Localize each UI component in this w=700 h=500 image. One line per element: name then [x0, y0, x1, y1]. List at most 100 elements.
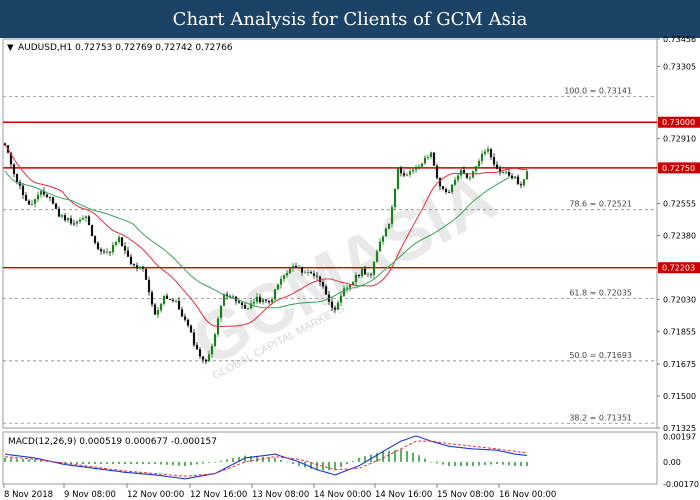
- macd-signal-line: [4, 440, 528, 477]
- candle-body: [171, 299, 175, 302]
- macd-histogram-bar: [190, 461, 192, 466]
- macd-histogram-bar: [310, 461, 312, 469]
- candle-body: [168, 298, 172, 300]
- macd-histogram-bar: [286, 461, 288, 463]
- candle-body: [522, 179, 526, 186]
- macd-histogram-bar: [70, 461, 72, 464]
- macd-panel: [2, 431, 658, 485]
- moving-average-slow: [4, 170, 510, 309]
- price-tick-label: 0.72030: [663, 295, 696, 304]
- macd-histogram-bar: [412, 452, 414, 462]
- candle-body: [60, 215, 64, 217]
- candle-body: [495, 164, 499, 169]
- macd-histogram-bar: [436, 461, 438, 464]
- macd-histogram-bar: [388, 450, 390, 462]
- macd-histogram-bar: [124, 461, 126, 464]
- candle-body: [312, 273, 316, 276]
- candle-body: [12, 164, 16, 175]
- macd-histogram-bar: [280, 459, 282, 462]
- macd-histogram-bar: [226, 459, 228, 462]
- price-tick-label: 0.73305: [663, 63, 696, 72]
- candle-body: [66, 218, 70, 221]
- macd-histogram-bar: [292, 461, 294, 464]
- candle-body: [453, 179, 457, 185]
- candle-body: [45, 194, 49, 197]
- macd-histogram-bar: [334, 461, 336, 471]
- candle-body: [237, 301, 241, 303]
- candle-body: [366, 274, 370, 276]
- key-level-badge-label: 0.72750: [662, 164, 695, 173]
- candle-body: [33, 199, 37, 204]
- candle-body: [390, 207, 394, 224]
- candle-body: [36, 194, 40, 200]
- fib-level-label: 78.6 = 0.72521: [569, 200, 632, 209]
- time-tick-label: 9 Nov 08:00: [64, 490, 116, 500]
- candle-body: [363, 268, 367, 275]
- time-tick-label: 8 Nov 2018: [4, 490, 53, 500]
- candle-body: [114, 242, 118, 245]
- candle-body: [192, 332, 196, 345]
- candle-body: [501, 172, 505, 173]
- candle-body: [447, 192, 451, 193]
- candle-body: [414, 166, 418, 170]
- candle-body: [507, 172, 511, 176]
- candle-body: [186, 319, 190, 326]
- macd-histogram-bar: [94, 461, 96, 464]
- candle-body: [456, 175, 460, 180]
- candle-body: [264, 299, 268, 301]
- candle-body: [342, 288, 346, 296]
- candle-body: [219, 305, 223, 319]
- candle-body: [201, 356, 205, 360]
- candle-body: [99, 249, 103, 252]
- macd-histogram-bar: [478, 461, 480, 466]
- candle-body: [465, 173, 469, 178]
- candle-body: [21, 185, 25, 195]
- macd-histogram-bar: [430, 461, 432, 463]
- macd-histogram-bar: [448, 461, 450, 467]
- candle-body: [81, 218, 85, 220]
- candle-body: [69, 218, 73, 224]
- candle-body: [141, 266, 145, 269]
- candle-body: [204, 359, 208, 362]
- candle-body: [483, 151, 487, 154]
- macd-histogram-bar: [10, 458, 12, 462]
- candle-body: [396, 167, 400, 190]
- candle-body: [321, 282, 325, 287]
- macd-histogram-bar: [16, 458, 18, 462]
- candle-body: [426, 157, 430, 158]
- candle-body: [75, 221, 79, 224]
- candle-body: [357, 274, 361, 276]
- candle-body: [249, 303, 253, 309]
- chart-header-title: Chart Analysis for Clients of GCM Asia: [0, 0, 700, 38]
- candle-body: [222, 294, 226, 306]
- macd-histogram-bar: [166, 461, 168, 465]
- candle-body: [513, 176, 517, 179]
- candle-body: [48, 196, 52, 198]
- candle-body: [480, 153, 484, 161]
- candle-body: [27, 200, 31, 205]
- candle-body: [102, 251, 106, 253]
- candle-body: [108, 251, 112, 253]
- macd-tick-label: 0.00197: [663, 432, 696, 441]
- macd-histogram-bar: [106, 461, 108, 464]
- candle-body: [123, 246, 127, 251]
- candle-body: [399, 167, 403, 174]
- candle-body: [519, 184, 523, 186]
- macd-histogram-bar: [214, 461, 216, 463]
- candle-body: [153, 304, 157, 315]
- key-level-badge-label: 0.72203: [662, 264, 695, 273]
- price-tick-label: 0.71325: [663, 424, 696, 433]
- macd-histogram-bar: [268, 457, 270, 462]
- candle-body: [144, 268, 148, 280]
- candle-body: [300, 266, 304, 273]
- candle-body: [117, 237, 121, 243]
- macd-histogram-bar: [46, 461, 48, 463]
- key-level-badge: [658, 262, 700, 274]
- macd-histogram-bar: [262, 456, 264, 462]
- time-tick-label: 14 Nov 16:00: [375, 490, 432, 500]
- candle-body: [243, 305, 247, 309]
- candle-body: [207, 354, 211, 362]
- candle-body: [405, 174, 409, 176]
- candle-body: [246, 308, 250, 309]
- macd-histogram-bar: [514, 461, 516, 467]
